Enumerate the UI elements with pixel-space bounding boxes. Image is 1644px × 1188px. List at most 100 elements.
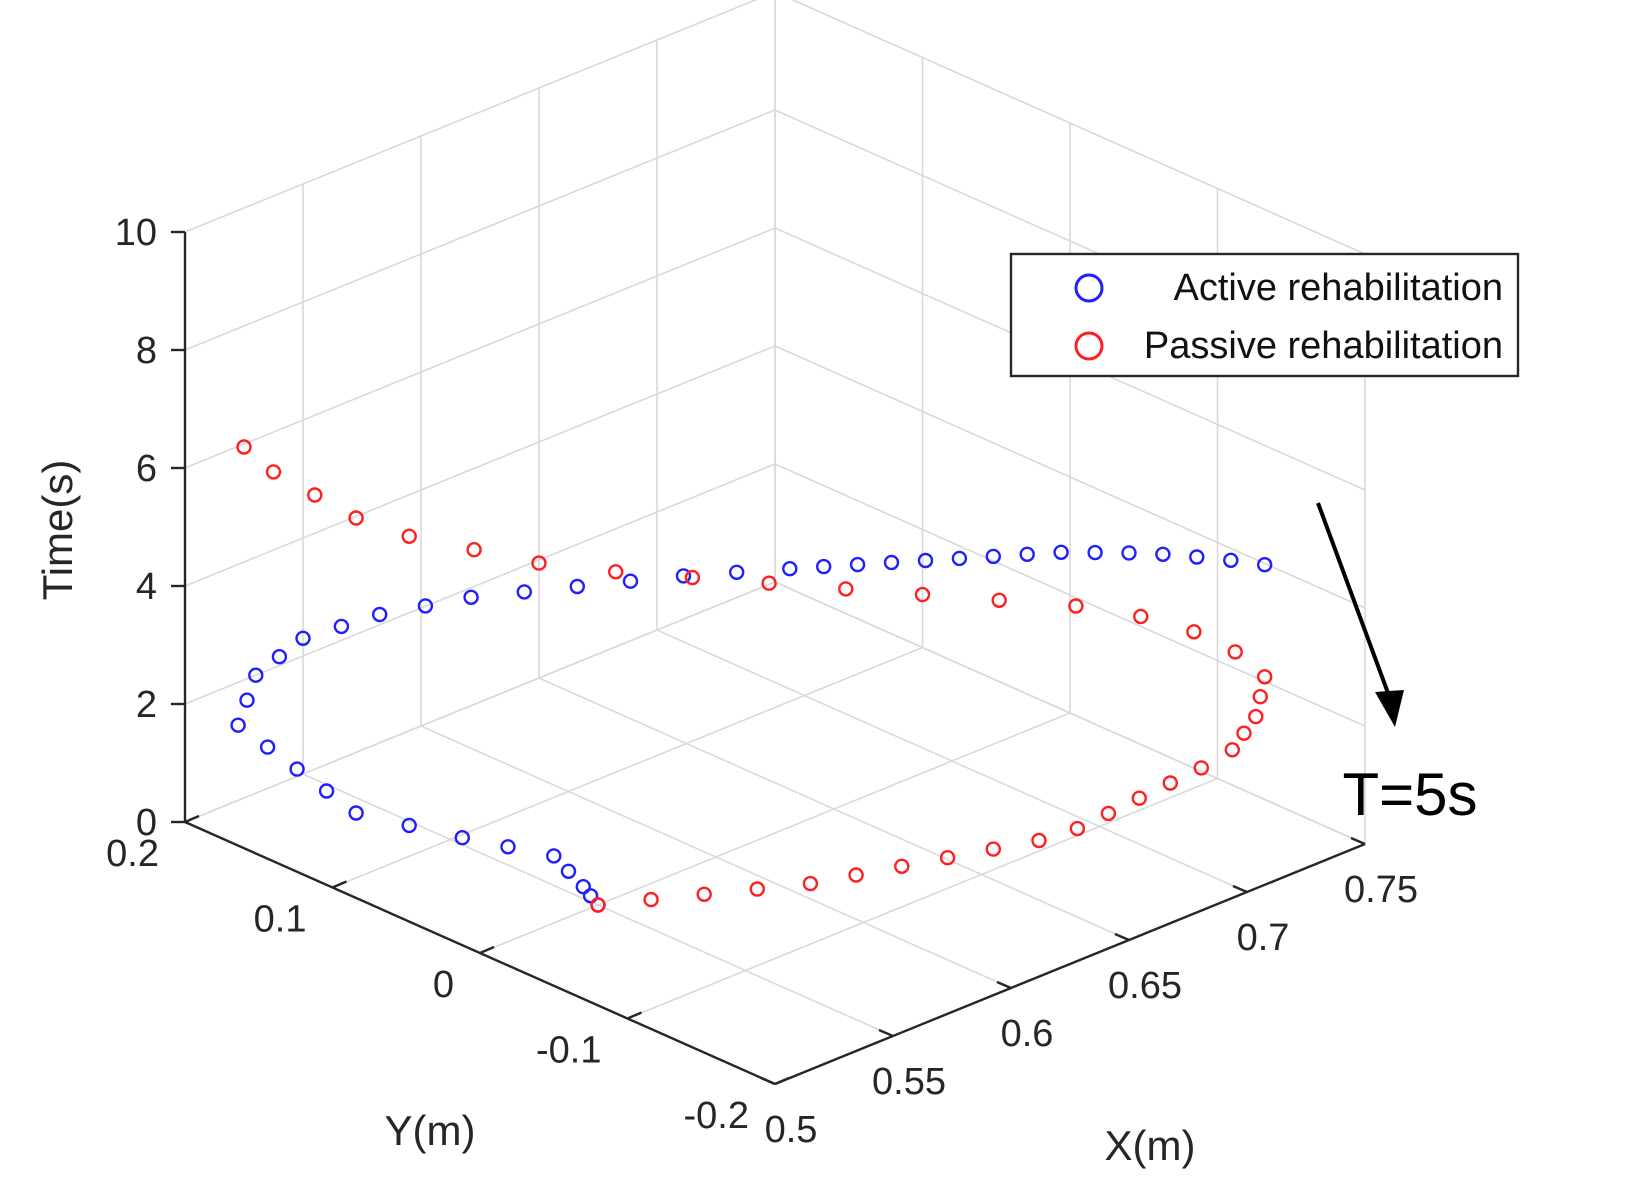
x-axis-line: [774, 842, 1366, 1086]
x-tick-label: 0.6: [1001, 1013, 1054, 1055]
data-point-active: [318, 783, 335, 799]
data-point-passive: [749, 881, 765, 897]
z-axis-label: Time(s): [34, 460, 81, 601]
legend: Active rehabilitation Passive rehabilita…: [1009, 252, 1520, 378]
y-tick-mark: [627, 1011, 642, 1020]
data-point-passive: [991, 592, 1007, 608]
data-point-passive: [914, 586, 931, 603]
x-tick-label: 0.75: [1344, 869, 1418, 911]
y-tick-label: 0: [433, 964, 454, 1006]
grid-line-z-back: [184, 581, 776, 823]
x-tick-mark: [878, 1028, 894, 1038]
annotation-arrow-shaft: [1316, 502, 1397, 713]
data-point-passive: [1031, 832, 1047, 849]
data-point-active: [1256, 557, 1273, 573]
data-point-active: [985, 548, 1001, 565]
data-point-passive: [894, 858, 910, 874]
data-point-active: [917, 552, 934, 569]
y-tick-label: -0.2: [684, 1095, 749, 1137]
data-point-active: [675, 568, 692, 584]
x-tick-mark: [1232, 884, 1248, 894]
data-point-passive: [939, 850, 956, 866]
grid-line-z-side: [774, 345, 1366, 609]
data-point-passive: [590, 897, 606, 913]
data-point-active: [259, 739, 276, 755]
y-axis-label: Y(m): [385, 1107, 476, 1154]
data-point-active: [1155, 546, 1171, 562]
data-point-active: [883, 554, 900, 571]
data-point-passive: [1186, 624, 1202, 640]
data-point-passive: [1162, 775, 1179, 791]
data-point-passive: [307, 487, 323, 503]
data-point-passive: [401, 528, 417, 544]
data-point-passive: [1236, 725, 1252, 741]
series-passive: [236, 439, 1273, 913]
data-point-passive: [684, 569, 701, 586]
data-point-passive: [348, 510, 364, 526]
data-point-passive: [236, 439, 252, 455]
series-active: [230, 544, 1273, 913]
x-tick-label: 0.55: [872, 1061, 946, 1103]
data-point-active: [951, 550, 968, 567]
data-point-passive: [1193, 760, 1210, 776]
data-point-active: [239, 692, 255, 708]
data-point-passive: [848, 867, 864, 883]
data-point-active: [333, 618, 350, 635]
grid-line-z-side: [791, 0, 1366, 255]
data-point-passive: [1252, 689, 1269, 705]
x-tick-mark: [760, 1076, 776, 1086]
data-point-active: [1223, 552, 1239, 568]
data-point-passive: [838, 581, 854, 597]
grid-line-z-back: [184, 463, 776, 705]
data-point-active: [454, 830, 470, 846]
grid-line-z-back: [184, 0, 758, 233]
y-tick-label: 0.2: [106, 833, 159, 875]
x-tick-mark: [1114, 932, 1130, 942]
data-point-active: [729, 564, 745, 580]
x-tick-mark: [1350, 836, 1366, 846]
tick-labels: 0 2 4 6 8 10 -0.2 -0.1 0 0.1 0.2 0.5 0.55 0.6 0.65 0.7 0…: [106, 212, 1418, 1151]
data-point-active: [560, 863, 577, 879]
data-point-active: [816, 558, 832, 575]
data-point-active: [546, 848, 562, 864]
data-point-active: [1053, 544, 1069, 560]
data-point-passive: [1068, 598, 1084, 614]
y-tick-mark: [332, 880, 347, 889]
data-point-passive: [761, 575, 777, 591]
data-point-active: [348, 805, 364, 821]
data-point-active: [1121, 545, 1137, 561]
data-point-active: [782, 561, 798, 577]
data-point-active: [622, 573, 639, 589]
data-point-active: [372, 606, 388, 623]
data-point-passive: [1133, 608, 1149, 625]
data-point-passive: [1069, 820, 1086, 837]
z-tick-label: 10: [115, 212, 157, 254]
data-point-active: [1189, 549, 1205, 565]
data-point-active: [516, 584, 532, 600]
x-tick-label: 0.5: [765, 1109, 818, 1151]
z-tick-label: 2: [136, 684, 157, 726]
y-tick-label: 0.1: [254, 899, 307, 941]
annotation-arrow-head: [1375, 690, 1404, 727]
data-point-passive: [643, 891, 659, 908]
y-tick-mark: [774, 1076, 790, 1086]
data-point-active: [248, 667, 264, 683]
data-point-active: [463, 589, 479, 605]
z-tick-label: 8: [136, 330, 157, 372]
data-point-passive: [696, 886, 712, 902]
data-point-passive: [1227, 644, 1243, 660]
data-point-active: [575, 879, 591, 895]
grid-line-z-back: [184, 345, 776, 587]
data-point-passive: [985, 841, 1001, 857]
data-point-passive: [802, 875, 819, 892]
data-series: [230, 439, 1273, 913]
x-axis-label: X(m): [1105, 1122, 1196, 1169]
axes: [171, 230, 1366, 1086]
grid-line-y-floor: [627, 777, 1218, 1020]
x-tick-label: 0.7: [1237, 917, 1290, 959]
legend-label-passive: Passive rehabilitation: [1144, 325, 1503, 367]
x-tick-mark: [996, 980, 1012, 990]
grid-line-y-floor: [479, 712, 1071, 954]
y-tick-mark: [184, 814, 200, 824]
